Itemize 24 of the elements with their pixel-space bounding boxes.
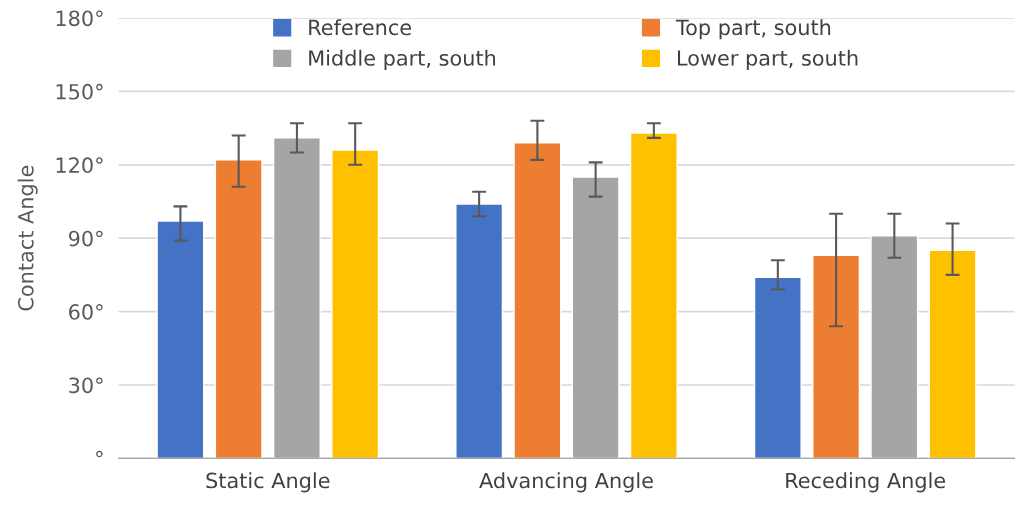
y-tick-label: 180° (56, 10, 103, 27)
legend-label: Lower part, south (678, 49, 858, 70)
x-tick-label: Receding Angle (786, 472, 946, 493)
x-tick-label: Static Angle (206, 472, 330, 493)
bar (513, 142, 562, 459)
x-tick-label: Advancing Angle (479, 472, 653, 493)
y-tick-label: 60° (69, 304, 103, 320)
bar (214, 159, 263, 459)
y-tick-label: 120° (56, 157, 103, 174)
bar (629, 132, 678, 459)
y-tick-label: 30° (69, 377, 103, 394)
legend-label: Middle part, south (309, 49, 496, 70)
legend-label: Reference (309, 19, 411, 36)
bar (331, 149, 380, 459)
y-tick-label: 150° (56, 83, 103, 100)
y-tick-label: 90° (68, 230, 103, 247)
bar (156, 220, 205, 459)
bar (928, 249, 977, 459)
bar (455, 203, 504, 459)
y-axis-title: Contact Angle (17, 165, 38, 311)
bar (812, 254, 861, 459)
legend-label: Top part, south (675, 19, 831, 40)
y-tick-label: ° (96, 450, 103, 458)
bar (753, 276, 802, 459)
